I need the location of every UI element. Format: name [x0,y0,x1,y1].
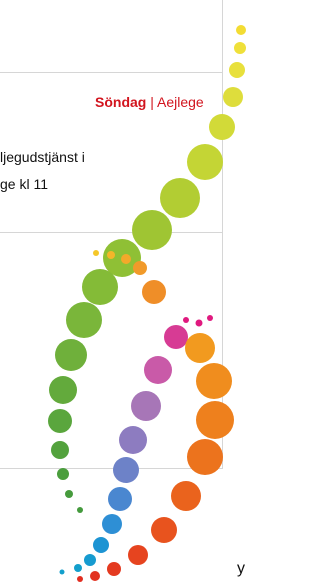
text-fragment: y [237,560,245,578]
page: Söndag | Aejlege ljegudstjänst i ge kl 1… [0,0,252,582]
dot-spiral [0,0,252,582]
